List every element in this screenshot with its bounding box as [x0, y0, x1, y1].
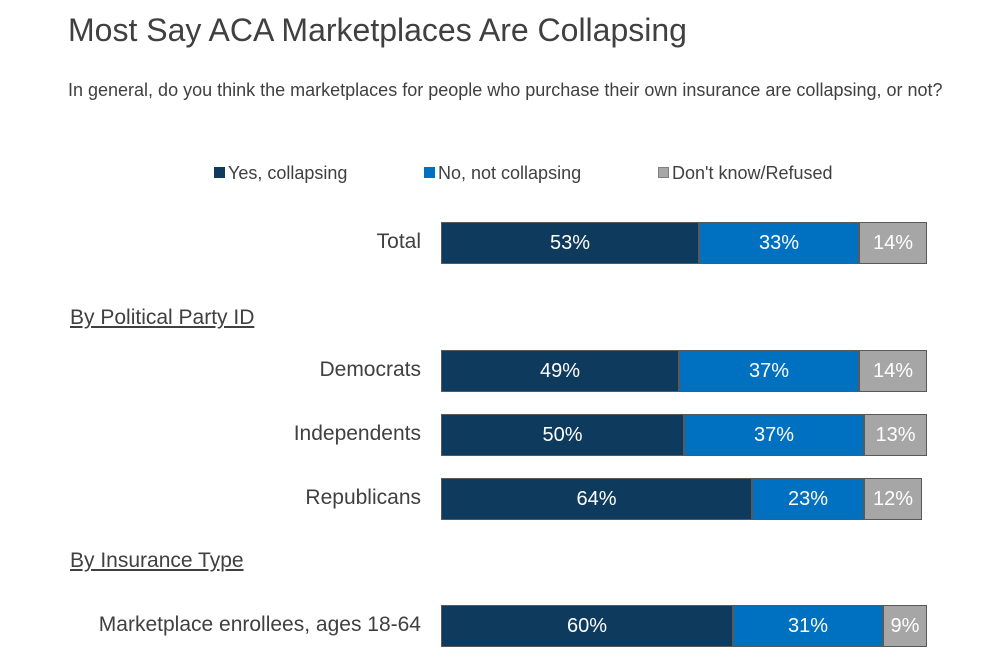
bar-segment-no — [699, 222, 859, 264]
bar-segment-no — [752, 478, 864, 520]
bar-segment-dk — [864, 414, 927, 456]
data-label: 37% — [753, 424, 795, 446]
data-label: 50% — [542, 424, 583, 446]
bar-segment-dk — [859, 350, 927, 392]
chart-title: Most Say ACA Marketplaces Are Collapsing — [68, 12, 687, 48]
legend-swatch-yes — [214, 167, 225, 178]
bar-segment-yes — [441, 350, 679, 392]
legend-item-dk: Don't know/Refused — [658, 163, 833, 184]
section-insurance-type: By Insurance Type — [70, 549, 244, 572]
data-label: 64% — [576, 488, 617, 510]
bar-segment-yes — [441, 414, 684, 456]
chart-subtitle: In general, do you think the marketplace… — [68, 80, 943, 100]
legend-label: Don't know/Refused — [672, 163, 833, 183]
bar-segment-dk — [864, 478, 922, 520]
data-label: 23% — [787, 488, 829, 510]
row-label: Independents — [293, 422, 421, 445]
bar-segment-dk — [859, 222, 927, 264]
bar-segment-yes — [441, 222, 699, 264]
legend-item-yes: Yes, collapsing — [214, 163, 347, 184]
section-party-id: By Political Party ID — [70, 306, 255, 329]
bar-segment-no — [679, 350, 859, 392]
bar-segment-yes — [441, 478, 752, 520]
row-label: Republicans — [305, 486, 421, 509]
data-label: 60% — [566, 615, 608, 637]
data-label: 12% — [872, 488, 914, 510]
legend: Yes, collapsing No, not collapsing Don't… — [0, 163, 1000, 187]
bar-segment-no — [733, 605, 883, 647]
data-label: 37% — [748, 360, 790, 382]
data-label: 14% — [872, 232, 914, 254]
data-label: 31% — [787, 615, 829, 637]
legend-label: Yes, collapsing — [228, 163, 348, 183]
legend-item-no: No, not collapsing — [424, 163, 581, 184]
legend-swatch-dk — [658, 167, 669, 178]
legend-swatch-no — [424, 167, 435, 178]
bar-segment-no — [684, 414, 864, 456]
row-label: Total — [376, 230, 421, 253]
legend-label: No, not collapsing — [438, 163, 582, 183]
data-label: 9% — [890, 615, 920, 637]
row-label: Democrats — [319, 358, 421, 381]
row-label: Marketplace enrollees, ages 18-64 — [98, 613, 421, 636]
data-label: 13% — [875, 424, 916, 446]
data-label: 53% — [549, 232, 591, 254]
data-label: 14% — [872, 360, 914, 382]
bar-segment-dk — [883, 605, 927, 647]
bar-segment-yes — [441, 605, 733, 647]
data-label: 33% — [758, 232, 800, 254]
data-label: 49% — [539, 360, 581, 382]
